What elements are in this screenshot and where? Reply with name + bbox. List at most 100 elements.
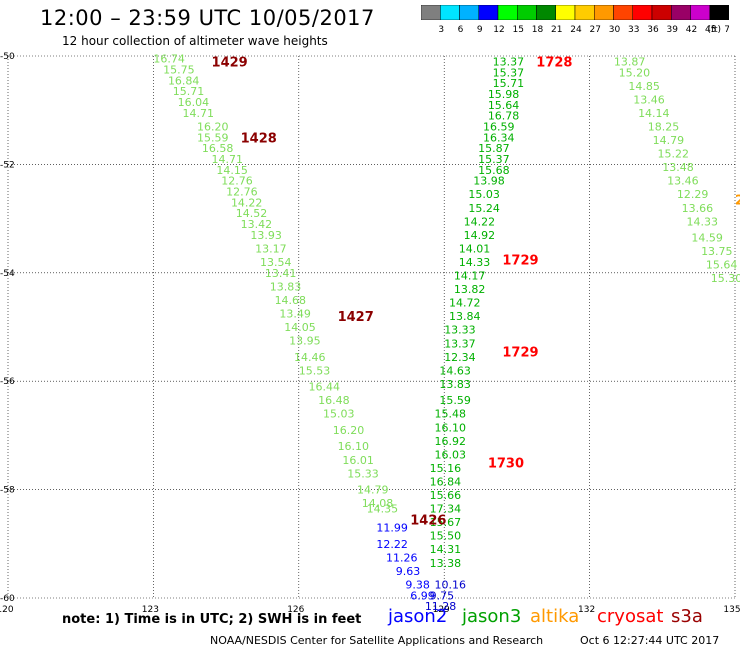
wave-height-value: 16.84	[168, 74, 200, 87]
wave-height-value: 13.93	[250, 229, 281, 242]
wave-height-value: 15.68	[478, 164, 510, 177]
color-scale-tick: 18	[532, 25, 544, 34]
pass-time-annotation: 1429	[212, 55, 248, 70]
wave-height-value: 14.72	[449, 297, 481, 310]
wave-height-value: 13.46	[633, 93, 665, 106]
legend-s3a: s3a	[671, 606, 703, 627]
wave-height-value: 15.37	[493, 66, 524, 79]
color-scale-tick: 36	[647, 25, 659, 34]
color-scale-bar	[421, 5, 729, 20]
wave-height-value: 15.98	[488, 88, 520, 101]
color-scale-tick: 27	[590, 25, 601, 34]
wave-height-value: 12.76	[226, 186, 258, 199]
y-tick-label: -58	[0, 486, 15, 496]
wave-height-value: 11.99	[376, 522, 408, 535]
pass-time-annotation: 1728	[536, 55, 572, 70]
wave-height-value: 13.75	[701, 245, 733, 258]
wave-height-value: 12.29	[677, 188, 709, 201]
wave-height-value: 14.79	[357, 484, 389, 497]
wave-height-value: 13.82	[454, 283, 486, 296]
wave-height-value: 13.54	[260, 256, 292, 269]
wave-height-value: 15.64	[488, 99, 520, 112]
x-tick-label: 129	[433, 605, 450, 615]
y-tick-label: -52	[0, 160, 15, 170]
wave-height-value: 14.35	[367, 503, 399, 516]
wave-height-value: 13.41	[265, 267, 297, 280]
wave-height-value: 9.63	[396, 565, 421, 578]
wave-height-value: 14.33	[687, 215, 719, 228]
x-tick-label: 123	[142, 605, 159, 615]
wave-height-value: 13.38	[430, 557, 462, 570]
chart-subtitle: 12 hour collection of altimeter wave hei…	[62, 34, 328, 48]
wave-height-value: 14.31	[430, 543, 462, 556]
wave-height-value: 14.85	[628, 80, 660, 93]
wave-height-value: 14.71	[182, 107, 214, 120]
wave-height-value: 14.79	[653, 134, 685, 147]
color-scale-tick: 30	[609, 25, 621, 34]
wave-height-value: 16.78	[488, 110, 520, 123]
wave-height-value: 15.71	[493, 77, 524, 90]
wave-height-value: 9.75	[430, 589, 455, 602]
wave-height-value: 14.15	[216, 164, 248, 177]
wave-height-value: 16.84	[430, 475, 462, 488]
wave-height-value: 16.58	[202, 142, 234, 155]
y-tick-label: -54	[0, 269, 15, 279]
wave-height-value: 16.20	[333, 424, 365, 437]
wave-height-value: 12.76	[221, 175, 253, 188]
wave-height-value: 13.33	[444, 324, 476, 337]
wave-height-value: 16.48	[318, 394, 350, 407]
color-scale-tick: 21	[551, 25, 562, 34]
x-tick-label: 132	[578, 605, 595, 615]
wave-height-value: 18.25	[648, 120, 680, 133]
y-tick-label: -60	[0, 594, 15, 604]
color-scale-tick: 12	[493, 25, 504, 34]
wave-height-value: 14.52	[236, 207, 268, 220]
wave-height-value: 14.22	[464, 215, 496, 228]
wave-height-value: 13.17	[255, 242, 287, 255]
legend-jason2: jason2	[388, 606, 448, 627]
footnote: note: 1) Time is in UTC; 2) SWH is in fe…	[62, 612, 362, 627]
wave-height-value: 15.37	[478, 153, 510, 166]
y-tick-label: -50	[0, 52, 15, 62]
wave-height-value: 13.46	[667, 175, 699, 188]
wave-height-value: 16.20	[197, 120, 229, 133]
color-scale-tick: 15	[513, 25, 524, 34]
wave-height-value: 15.59	[197, 131, 229, 144]
pass-time-annotation: 1729	[502, 345, 538, 360]
wave-height-value: 14.59	[691, 232, 723, 245]
color-scale-tick: 3	[438, 25, 444, 34]
wave-height-value: 14.05	[284, 321, 316, 334]
color-scale-tick: 6	[458, 25, 464, 34]
color-scale-unit: (ft)	[707, 25, 721, 34]
wave-height-value: 14.17	[454, 270, 486, 283]
wave-height-value: 11.28	[425, 600, 457, 613]
wave-height-value: 13.84	[449, 310, 481, 323]
wave-height-value: 13.83	[439, 378, 471, 391]
chart-title: 12:00 – 23:59 UTC 10/05/2017	[40, 6, 375, 30]
x-tick-label: 135	[723, 605, 740, 615]
color-scale-tick: 24	[570, 25, 582, 34]
wave-height-value: 14.71	[212, 153, 244, 166]
wave-height-value: 15.20	[619, 66, 651, 79]
wave-height-value: 13.95	[289, 335, 321, 348]
pass-time-annotation: 21	[735, 194, 740, 209]
wave-height-value: 15.50	[430, 530, 462, 543]
y-tick-label: -56	[0, 377, 15, 387]
legend-cryosat: cryosat	[597, 606, 664, 627]
wave-height-value: 12.34	[444, 351, 476, 364]
color-scale-tick: 70	[724, 25, 729, 34]
wave-height-value: 14.63	[439, 364, 471, 377]
wave-height-value: 15.03	[468, 188, 500, 201]
wave-height-value: 14.92	[464, 229, 496, 242]
wave-height-value: 16.10	[435, 421, 467, 434]
wave-height-value: 15.59	[439, 394, 471, 407]
pass-time-annotation: 1428	[241, 131, 277, 146]
wave-height-value: 13.48	[662, 161, 694, 174]
legend-altika: altika	[530, 606, 580, 627]
wave-height-value: 15.87	[478, 142, 510, 155]
wave-height-value: 13.87	[614, 55, 646, 68]
wave-height-value: 13.66	[682, 202, 714, 215]
wave-height-value: 16.34	[483, 131, 515, 144]
x-tick-label: 126	[287, 605, 304, 615]
